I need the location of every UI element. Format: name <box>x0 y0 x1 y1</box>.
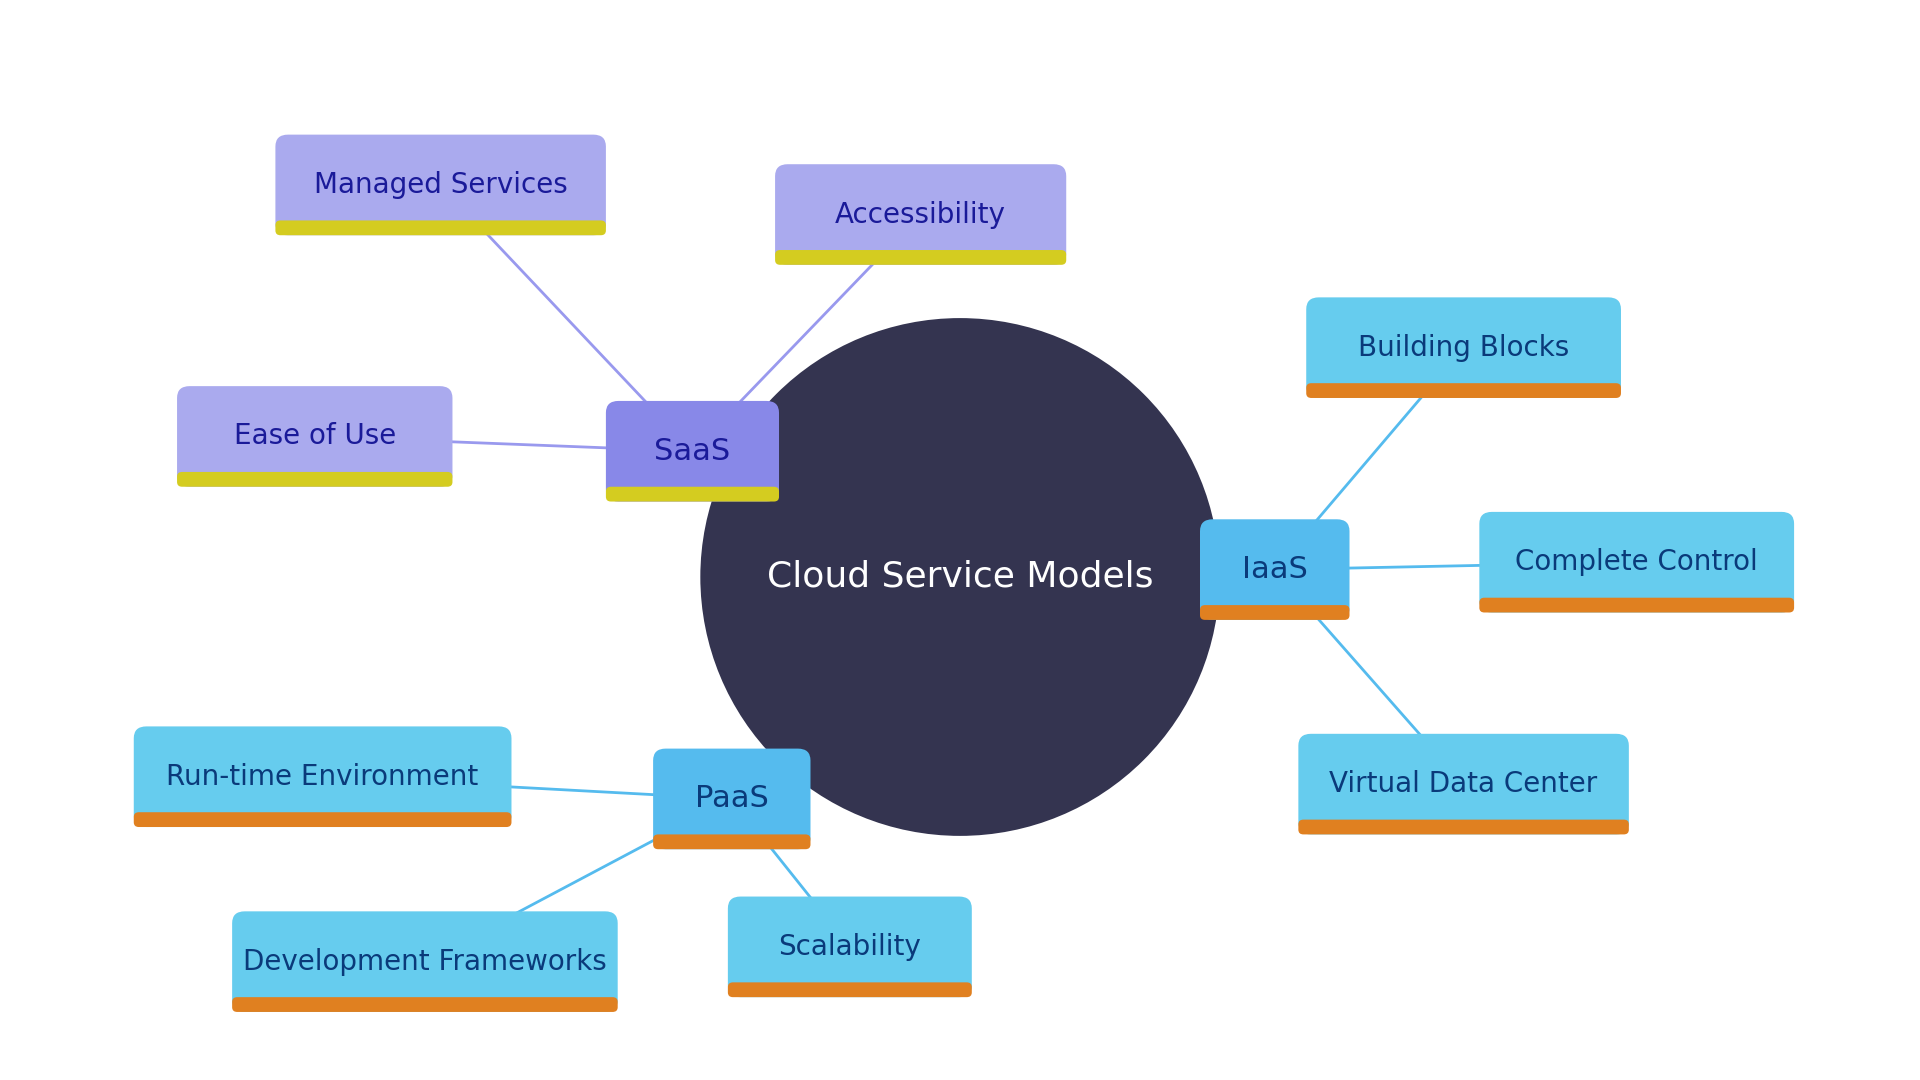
FancyBboxPatch shape <box>275 220 607 235</box>
FancyBboxPatch shape <box>1306 297 1620 397</box>
FancyBboxPatch shape <box>134 812 511 827</box>
FancyBboxPatch shape <box>1200 605 1350 620</box>
Text: Managed Services: Managed Services <box>313 171 568 199</box>
FancyBboxPatch shape <box>1478 597 1793 612</box>
Text: Run-time Environment: Run-time Environment <box>167 762 478 791</box>
FancyBboxPatch shape <box>728 896 972 997</box>
FancyBboxPatch shape <box>177 472 453 487</box>
Text: Complete Control: Complete Control <box>1515 549 1759 577</box>
FancyBboxPatch shape <box>134 727 511 827</box>
Text: Ease of Use: Ease of Use <box>234 422 396 450</box>
Text: Development Frameworks: Development Frameworks <box>244 947 607 975</box>
FancyBboxPatch shape <box>607 401 780 501</box>
FancyBboxPatch shape <box>1478 512 1793 612</box>
FancyBboxPatch shape <box>728 983 972 997</box>
Text: Accessibility: Accessibility <box>835 201 1006 229</box>
FancyBboxPatch shape <box>232 912 618 1012</box>
Ellipse shape <box>701 319 1219 836</box>
FancyBboxPatch shape <box>232 997 618 1012</box>
FancyBboxPatch shape <box>607 487 780 501</box>
FancyBboxPatch shape <box>1298 820 1628 835</box>
Text: Virtual Data Center: Virtual Data Center <box>1329 770 1597 798</box>
Text: SaaS: SaaS <box>655 436 732 465</box>
FancyBboxPatch shape <box>1298 733 1628 835</box>
Text: PaaS: PaaS <box>695 784 768 813</box>
Text: Building Blocks: Building Blocks <box>1357 334 1569 362</box>
FancyBboxPatch shape <box>177 387 453 487</box>
FancyBboxPatch shape <box>653 835 810 849</box>
Text: Cloud Service Models: Cloud Service Models <box>766 561 1154 594</box>
Text: Scalability: Scalability <box>778 933 922 961</box>
FancyBboxPatch shape <box>1200 519 1350 620</box>
FancyBboxPatch shape <box>275 135 607 235</box>
FancyBboxPatch shape <box>776 164 1066 265</box>
FancyBboxPatch shape <box>653 748 810 849</box>
Text: IaaS: IaaS <box>1242 555 1308 584</box>
FancyBboxPatch shape <box>1306 383 1620 397</box>
FancyBboxPatch shape <box>776 251 1066 265</box>
